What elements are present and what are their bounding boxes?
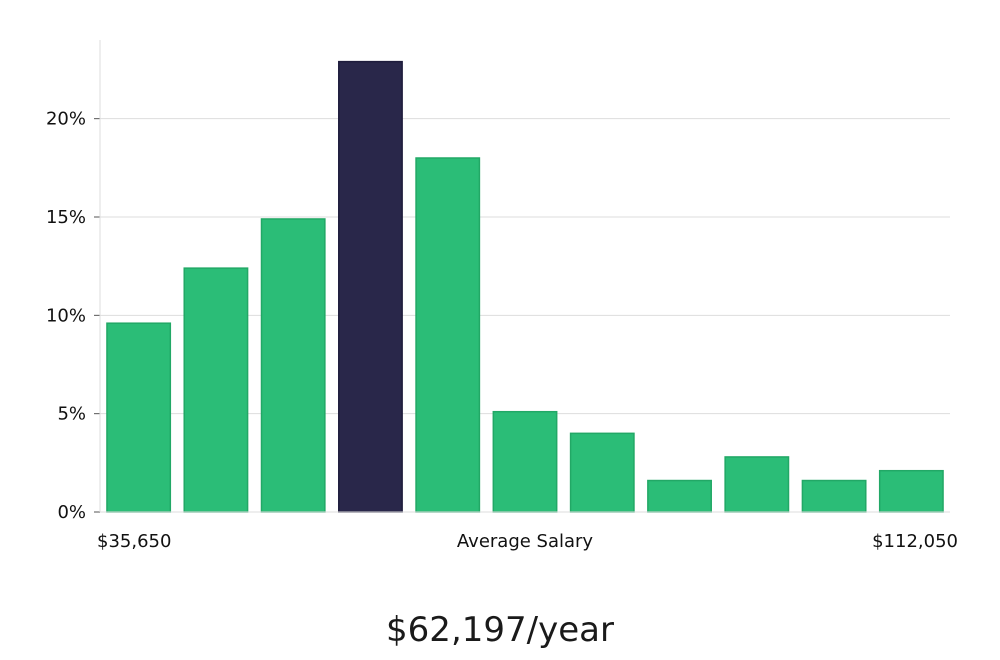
bar bbox=[724, 456, 790, 513]
y-tick-label: 5% bbox=[57, 404, 86, 425]
x-label-min: $35,650 bbox=[97, 531, 171, 552]
bar bbox=[801, 479, 867, 513]
bar bbox=[492, 410, 558, 513]
y-tick-label: 0% bbox=[57, 502, 86, 523]
bar bbox=[415, 157, 481, 513]
bars bbox=[106, 60, 944, 513]
bar-highlight bbox=[338, 60, 403, 513]
y-tick-label: 15% bbox=[46, 207, 86, 228]
y-tick-label: 10% bbox=[46, 305, 86, 326]
axis-labels: $35,650 Average Salary $112,050 bbox=[97, 531, 958, 552]
bar bbox=[260, 218, 326, 513]
x-label-center: Average Salary bbox=[457, 531, 594, 552]
bar bbox=[647, 479, 712, 513]
salary-histogram: 0% 5% 10% 15% 20% $35,650 Average Salary $11… bbox=[46, 40, 958, 552]
bar bbox=[569, 432, 635, 513]
x-label-max: $112,050 bbox=[872, 531, 958, 552]
average-salary-value: $62,197/year bbox=[386, 610, 614, 650]
y-tick-label: 20% bbox=[46, 109, 86, 130]
axes: 0% 5% 10% 15% 20% bbox=[46, 40, 950, 523]
bar bbox=[878, 469, 944, 513]
bar bbox=[183, 267, 249, 513]
bar bbox=[106, 322, 172, 513]
